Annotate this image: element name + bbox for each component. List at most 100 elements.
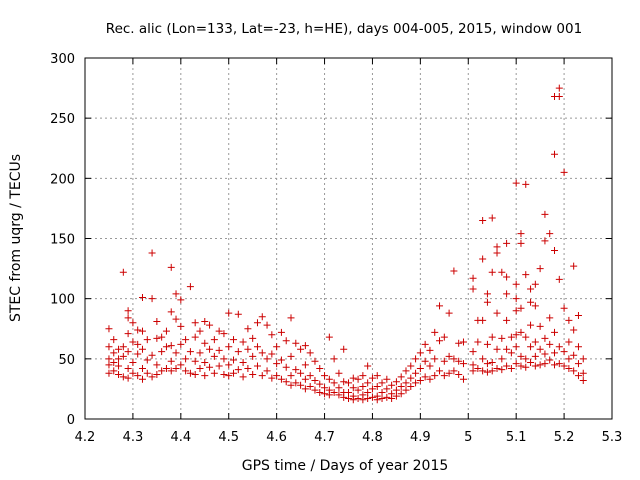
x-tick-label: 4.5 bbox=[218, 430, 239, 445]
data-point bbox=[148, 295, 156, 303]
data-point bbox=[182, 367, 190, 375]
data-point bbox=[325, 333, 333, 341]
data-point bbox=[459, 338, 467, 346]
data-point bbox=[282, 363, 290, 371]
data-point bbox=[498, 334, 506, 342]
data-point bbox=[373, 372, 381, 380]
data-point bbox=[201, 339, 209, 347]
data-point bbox=[273, 343, 281, 351]
grid-lines bbox=[85, 58, 612, 419]
data-point bbox=[249, 334, 257, 342]
x-tick-label: 4.2 bbox=[75, 430, 96, 445]
data-point bbox=[522, 355, 530, 363]
data-point bbox=[364, 362, 372, 370]
data-point bbox=[345, 389, 352, 397]
data-point bbox=[349, 374, 357, 382]
data-point bbox=[306, 383, 314, 391]
data-point bbox=[517, 239, 525, 247]
data-point bbox=[440, 357, 448, 365]
data-point bbox=[522, 333, 530, 341]
data-point bbox=[522, 363, 530, 371]
data-point bbox=[316, 380, 324, 388]
data-point bbox=[546, 230, 554, 238]
data-point bbox=[268, 374, 276, 382]
data-point bbox=[407, 383, 415, 391]
data-point bbox=[507, 333, 515, 341]
data-point bbox=[368, 393, 376, 401]
data-point bbox=[225, 361, 233, 369]
data-point bbox=[436, 337, 444, 345]
data-point bbox=[186, 283, 194, 291]
data-point bbox=[565, 316, 573, 324]
data-point bbox=[388, 381, 396, 389]
data-point bbox=[191, 357, 199, 365]
data-point bbox=[455, 357, 463, 365]
data-point bbox=[421, 340, 429, 348]
data-point bbox=[325, 391, 333, 399]
data-point bbox=[445, 309, 453, 317]
data-point bbox=[364, 389, 372, 397]
data-point bbox=[119, 373, 127, 381]
data-point bbox=[402, 367, 410, 375]
data-point bbox=[512, 343, 520, 351]
data-point bbox=[426, 375, 434, 383]
data-point bbox=[536, 265, 544, 273]
data-point bbox=[263, 355, 271, 363]
data-point bbox=[555, 93, 563, 101]
data-point bbox=[239, 358, 247, 366]
data-point bbox=[110, 336, 118, 344]
data-point bbox=[359, 372, 367, 380]
data-point bbox=[349, 396, 357, 404]
data-point bbox=[105, 325, 113, 333]
data-point bbox=[493, 309, 501, 317]
data-point bbox=[488, 268, 496, 276]
data-point bbox=[517, 328, 525, 336]
data-point bbox=[397, 373, 405, 381]
data-point bbox=[158, 333, 166, 341]
data-point bbox=[119, 352, 127, 360]
data-point bbox=[158, 348, 166, 356]
data-point bbox=[196, 349, 204, 357]
data-point bbox=[488, 214, 496, 222]
data-point bbox=[364, 379, 372, 387]
data-point bbox=[230, 369, 238, 377]
data-point bbox=[115, 362, 123, 370]
data-point bbox=[455, 370, 463, 378]
data-point bbox=[541, 237, 549, 245]
data-point bbox=[167, 357, 175, 365]
data-point bbox=[105, 343, 113, 351]
data-point bbox=[182, 336, 190, 344]
data-point bbox=[311, 357, 319, 365]
data-point bbox=[469, 367, 477, 375]
x-tick-label: 5 bbox=[464, 430, 472, 445]
data-point bbox=[416, 364, 424, 372]
data-point bbox=[297, 369, 305, 377]
data-point bbox=[134, 350, 142, 358]
data-point bbox=[479, 316, 487, 324]
data-point bbox=[258, 349, 266, 357]
data-point bbox=[220, 330, 228, 338]
data-point bbox=[469, 274, 477, 282]
chart-title: Rec. alic (Lon=133, Lat=-23, h=HE), days… bbox=[106, 21, 582, 37]
data-point bbox=[354, 386, 362, 394]
data-point bbox=[191, 333, 199, 341]
data-point bbox=[551, 328, 559, 336]
data-point bbox=[138, 345, 146, 353]
data-point bbox=[182, 355, 190, 363]
y-tick-label: 300 bbox=[50, 52, 75, 67]
data-point bbox=[498, 355, 506, 363]
data-point bbox=[172, 349, 180, 357]
data-point bbox=[368, 374, 376, 382]
data-point bbox=[206, 345, 214, 353]
data-point bbox=[579, 369, 587, 377]
tick-labels: 4.2 4.3 4.4 4.5 4.6 4.7 4.8 4.9 5 5.1 5.2 5.3 0 50 100… bbox=[50, 52, 622, 445]
data-point bbox=[450, 267, 458, 275]
data-point bbox=[436, 302, 444, 310]
data-point bbox=[162, 343, 170, 351]
data-point bbox=[110, 349, 118, 357]
data-point bbox=[225, 372, 233, 380]
data-point bbox=[421, 373, 429, 381]
data-point bbox=[402, 379, 410, 387]
data-point bbox=[527, 285, 535, 293]
data-point bbox=[507, 349, 515, 357]
